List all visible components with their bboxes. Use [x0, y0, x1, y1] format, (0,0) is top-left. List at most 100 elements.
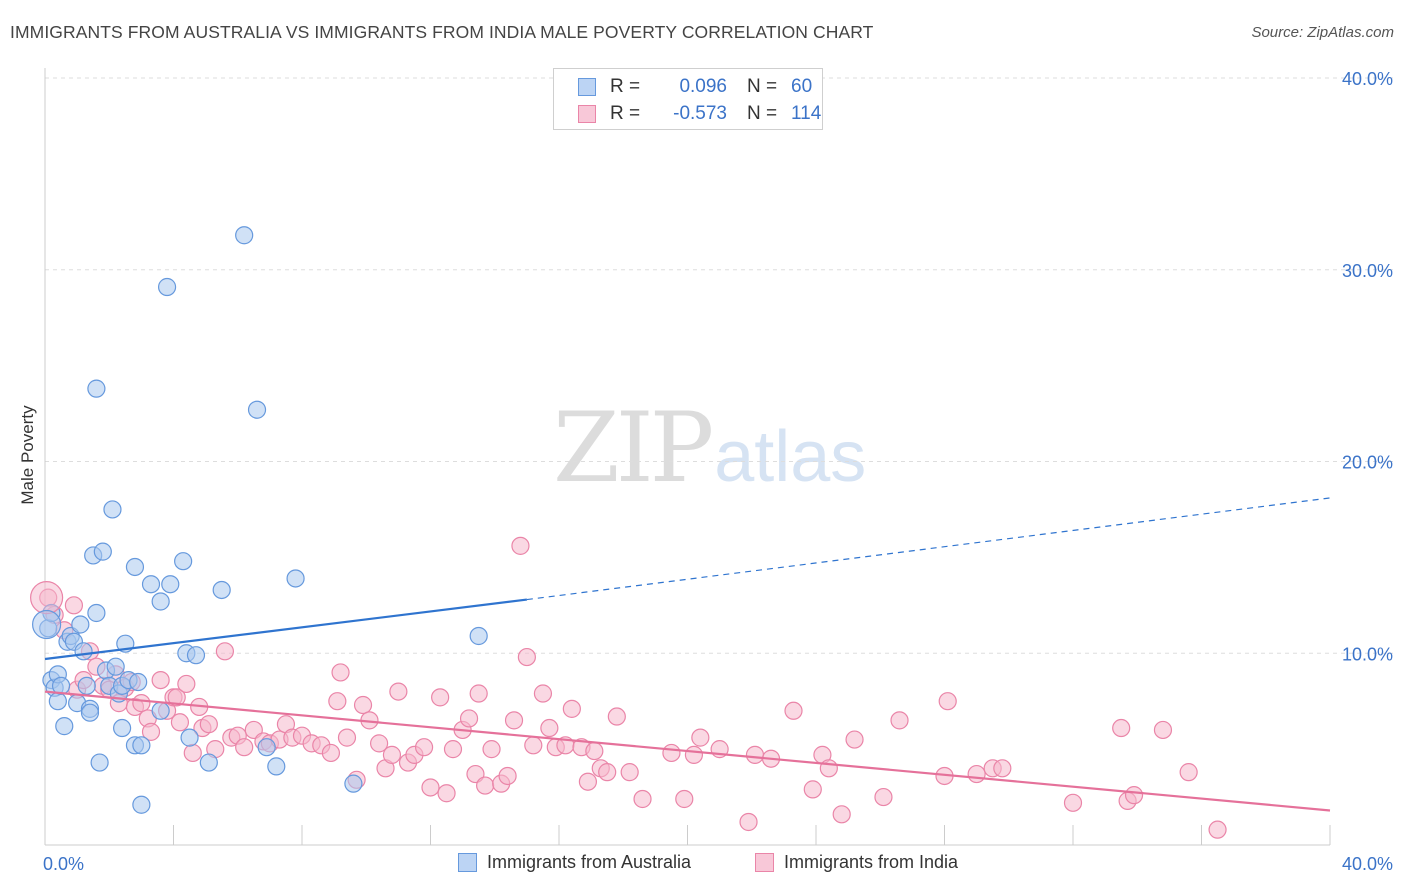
- legend-row-australia: R = 0.096 N = 60: [578, 75, 812, 99]
- y-tick-label: 30.0%: [1342, 261, 1393, 281]
- india-point: [691, 728, 710, 747]
- india-point: [414, 738, 434, 757]
- india-point: [199, 715, 218, 734]
- india-point: [482, 740, 501, 759]
- india-point: [890, 711, 909, 730]
- india-point: [151, 670, 170, 690]
- india-point: [540, 718, 559, 738]
- india-point: [1153, 720, 1173, 740]
- india-point: [562, 699, 581, 718]
- watermark-atlas: atlas: [714, 417, 867, 497]
- india-point: [819, 759, 838, 778]
- y-tick-label: 20.0%: [1342, 453, 1393, 473]
- australia-point: [344, 774, 363, 793]
- australia-point: [199, 753, 218, 772]
- australia-point: [186, 646, 206, 665]
- australia-point: [80, 703, 100, 722]
- australia-point: [151, 592, 170, 611]
- n-label: N =: [747, 76, 778, 97]
- r-label: R =: [610, 76, 641, 97]
- series-legend: Immigrants from Australia Immigrants fro…: [0, 852, 1406, 878]
- watermark-zip: ZIP: [553, 392, 714, 504]
- india-point: [353, 695, 373, 715]
- watermark: ZIPatlas: [553, 400, 866, 497]
- india-point: [598, 763, 617, 782]
- india-point: [1112, 718, 1131, 738]
- india-point: [633, 789, 652, 809]
- india-point: [370, 734, 389, 753]
- n-label: N =: [747, 103, 778, 124]
- india-point: [337, 728, 357, 747]
- x-tick-label: 0.0%: [43, 854, 84, 874]
- australia-point: [87, 603, 106, 623]
- india-point: [443, 740, 463, 759]
- australia-point: [103, 500, 122, 519]
- r-value: -0.573: [673, 103, 727, 124]
- australia-point: [51, 676, 71, 695]
- australia-point: [247, 400, 267, 419]
- australia-point: [125, 557, 145, 577]
- india-point: [389, 682, 408, 701]
- australia-point: [129, 672, 148, 692]
- india-point: [321, 743, 341, 763]
- india-point: [874, 787, 893, 807]
- india-point: [170, 713, 190, 732]
- india-point: [684, 745, 704, 764]
- legend-swatch-india: [755, 853, 774, 872]
- india-point: [498, 766, 517, 786]
- india-point: [459, 709, 479, 728]
- india-point: [132, 694, 151, 713]
- india-point: [469, 684, 488, 703]
- legend-label-india: Immigrants from India: [784, 852, 959, 872]
- india-point: [30, 581, 64, 615]
- india-point: [382, 745, 402, 764]
- y-tick-label: 10.0%: [1342, 644, 1393, 664]
- legend-swatch-india: [578, 105, 596, 123]
- australia-point: [55, 717, 74, 736]
- india-point: [585, 741, 604, 761]
- australia-point: [267, 757, 286, 776]
- australia-point: [90, 753, 109, 772]
- australia-point: [157, 277, 177, 297]
- australia-point: [469, 626, 488, 646]
- australia-point: [132, 795, 151, 814]
- legend-item-australia[interactable]: Immigrants from Australia: [458, 852, 691, 873]
- india-point: [803, 780, 822, 799]
- india-point: [235, 738, 254, 757]
- india-point: [578, 772, 598, 791]
- india-point: [511, 536, 530, 555]
- australia-point: [48, 692, 67, 711]
- australia-point: [112, 718, 132, 738]
- india-point: [620, 763, 639, 782]
- australia-point: [180, 728, 199, 747]
- india-point: [533, 684, 553, 703]
- india-point: [1179, 763, 1198, 782]
- india-point: [1063, 793, 1083, 812]
- india-point: [517, 647, 536, 667]
- legend-swatch-australia: [578, 78, 596, 96]
- r-label: R =: [610, 103, 641, 124]
- australia-point: [257, 738, 276, 757]
- y-tick-label: 40.0%: [1342, 69, 1393, 89]
- india-point: [993, 759, 1012, 778]
- india-point: [662, 743, 681, 763]
- india-point: [967, 764, 986, 784]
- legend-item-india[interactable]: Immigrants from India: [755, 852, 958, 873]
- australia-point: [87, 379, 106, 398]
- india-point: [437, 784, 456, 803]
- australia-point: [161, 575, 180, 594]
- legend-label-australia: Immigrants from Australia: [487, 852, 692, 872]
- n-value: 60: [791, 76, 813, 97]
- india-point: [177, 674, 196, 694]
- india-point: [739, 812, 758, 832]
- australia-point: [32, 609, 62, 640]
- india-point: [524, 736, 543, 755]
- india-point: [784, 701, 803, 720]
- india-point: [431, 688, 450, 707]
- australia-trend-line: [44, 598, 528, 661]
- india-point: [845, 730, 864, 749]
- india-point: [215, 642, 234, 661]
- india-point: [504, 711, 524, 730]
- india-point: [328, 692, 347, 711]
